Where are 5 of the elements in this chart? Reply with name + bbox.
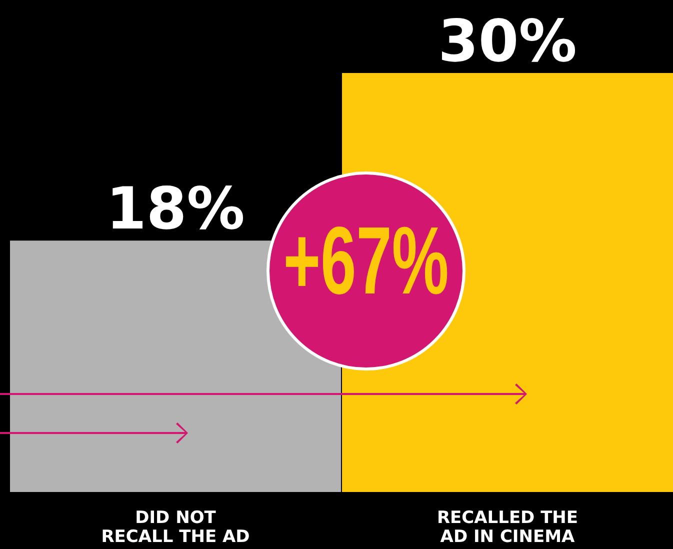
annotation: +67%	[283, 208, 449, 315]
x-tick-label: RECALLED THE AD IN CINEMA	[436, 508, 578, 547]
x-tick-label: DID NOT RECALL THE AD	[101, 508, 250, 547]
data-label: 30%	[438, 7, 577, 75]
data-label: 18%	[106, 174, 245, 243]
